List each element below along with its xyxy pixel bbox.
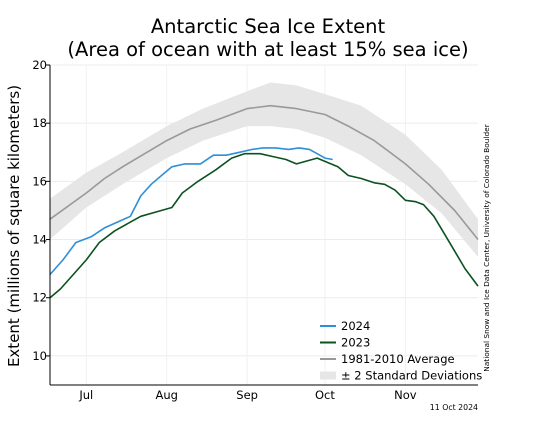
y-tick-label: 18 (32, 116, 47, 130)
series-lines-layer (49, 104, 479, 299)
y-tick-labels: 10 12 14 16 18 20 (32, 58, 50, 363)
series-line-2023 (49, 152, 479, 299)
y-tick-label: 16 (32, 174, 47, 188)
series-line-1981-2010-average (49, 104, 479, 241)
y-tick-label: 10 (32, 349, 47, 363)
x-tick-label: Sep (236, 388, 258, 402)
series-line-2024 (49, 147, 333, 276)
y-tick-label: 14 (32, 233, 47, 247)
std-dev-band (50, 82, 478, 257)
axes (49, 65, 478, 386)
legend: 2024 2023 1981-2010 Average ± 2 Standard De… (320, 319, 482, 383)
y-tick-label: 20 (32, 58, 47, 72)
legend-label: 2024 (341, 319, 370, 333)
legend-label: ± 2 Standard Deviations (341, 369, 482, 383)
date-stamp: 11 Oct 2024 (430, 403, 478, 412)
source-credit: National Snow and Ice Data Center, Unive… (482, 123, 491, 371)
y-tick-label: 12 (32, 291, 47, 305)
chart-subtitle: (Area of ocean with at least 15% sea ice… (67, 38, 468, 61)
std-dev-band-layer (50, 82, 478, 257)
legend-swatch (320, 371, 336, 380)
chart-title: Antarctic Sea Ice Extent (151, 15, 386, 38)
x-tick-label: Aug (155, 388, 177, 402)
x-tick-label: Jul (78, 388, 93, 402)
legend-label: 2023 (341, 336, 370, 350)
legend-label: 1981-2010 Average (341, 352, 455, 366)
y-axis-label: Extent (millions of square kilometers) (5, 85, 23, 367)
x-tick-label: Nov (394, 388, 417, 402)
x-tick-label: Oct (315, 388, 335, 402)
x-tick-labels: Jul Aug Sep Oct Nov (78, 388, 416, 402)
